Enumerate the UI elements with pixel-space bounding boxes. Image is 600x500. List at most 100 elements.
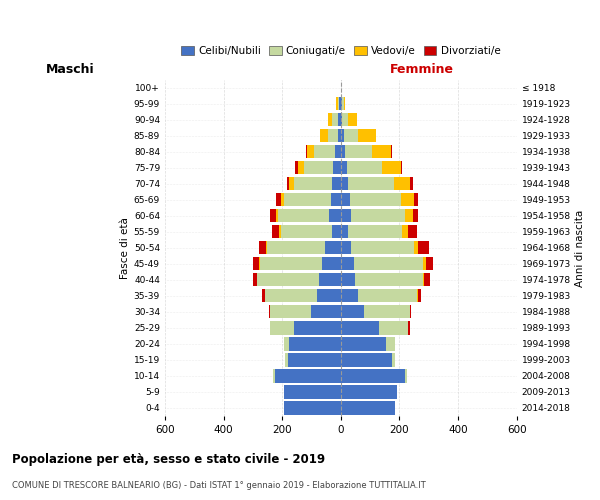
Bar: [341, 274, 355, 286]
Bar: [341, 386, 397, 398]
Bar: [355, 274, 423, 286]
Bar: [279, 226, 281, 238]
Bar: [271, 322, 294, 334]
Bar: [354, 258, 423, 270]
Bar: [289, 338, 341, 350]
Bar: [358, 130, 376, 142]
Bar: [371, 146, 391, 158]
Bar: [288, 354, 341, 366]
Bar: [382, 162, 401, 174]
Bar: [259, 242, 266, 254]
Bar: [320, 130, 328, 142]
Bar: [298, 162, 304, 174]
Bar: [341, 354, 392, 366]
Bar: [405, 370, 407, 382]
Bar: [341, 370, 405, 382]
Bar: [392, 354, 395, 366]
Bar: [338, 114, 341, 126]
Bar: [266, 242, 268, 254]
Bar: [272, 226, 279, 238]
Bar: [260, 258, 322, 270]
Bar: [332, 114, 338, 126]
Bar: [268, 242, 325, 254]
Bar: [341, 402, 395, 414]
Bar: [269, 306, 271, 318]
Bar: [319, 274, 341, 286]
Bar: [410, 306, 411, 318]
Bar: [364, 306, 410, 318]
Bar: [329, 210, 341, 222]
Bar: [334, 162, 341, 174]
Bar: [284, 386, 341, 398]
Bar: [335, 146, 341, 158]
Bar: [322, 258, 341, 270]
Bar: [403, 226, 408, 238]
Bar: [259, 258, 260, 270]
Bar: [341, 194, 350, 206]
Bar: [414, 242, 418, 254]
Bar: [414, 194, 418, 206]
Bar: [281, 194, 284, 206]
Bar: [294, 322, 341, 334]
Bar: [379, 322, 408, 334]
Bar: [305, 146, 307, 158]
Bar: [408, 322, 410, 334]
Bar: [350, 194, 401, 206]
Bar: [253, 274, 257, 286]
Bar: [341, 226, 348, 238]
Bar: [341, 338, 386, 350]
Bar: [386, 338, 395, 350]
Bar: [410, 178, 413, 190]
Bar: [341, 322, 379, 334]
Bar: [351, 210, 405, 222]
Bar: [348, 114, 357, 126]
Bar: [271, 210, 276, 222]
Bar: [341, 178, 348, 190]
Bar: [274, 370, 275, 382]
Bar: [345, 146, 371, 158]
Text: Femmine: Femmine: [390, 64, 454, 76]
Bar: [394, 178, 410, 190]
Bar: [281, 226, 332, 238]
Bar: [338, 98, 340, 110]
Bar: [348, 178, 394, 190]
Bar: [317, 290, 341, 302]
Bar: [271, 306, 311, 318]
Text: COMUNE DI TRESCORE BALNEARIO (BG) - Dati ISTAT 1° gennaio 2019 - Elaborazione TU: COMUNE DI TRESCORE BALNEARIO (BG) - Dati…: [12, 480, 426, 490]
Bar: [401, 194, 414, 206]
Bar: [294, 178, 332, 190]
Bar: [284, 338, 289, 350]
Bar: [262, 290, 265, 302]
Bar: [307, 146, 314, 158]
Bar: [304, 162, 334, 174]
Bar: [325, 242, 341, 254]
Bar: [285, 354, 288, 366]
Bar: [418, 290, 421, 302]
Bar: [276, 194, 281, 206]
Bar: [413, 210, 418, 222]
Bar: [344, 130, 358, 142]
Bar: [342, 114, 348, 126]
Bar: [348, 226, 403, 238]
Bar: [341, 114, 342, 126]
Bar: [423, 274, 424, 286]
Bar: [358, 290, 417, 302]
Bar: [331, 194, 341, 206]
Bar: [341, 162, 347, 174]
Bar: [311, 306, 341, 318]
Bar: [257, 274, 319, 286]
Legend: Celibi/Nubili, Coniugati/e, Vedovi/e, Divorziati/e: Celibi/Nubili, Coniugati/e, Vedovi/e, Di…: [177, 42, 505, 60]
Bar: [265, 290, 317, 302]
Y-axis label: Fasce di età: Fasce di età: [119, 217, 130, 279]
Bar: [332, 226, 341, 238]
Bar: [341, 130, 344, 142]
Bar: [408, 226, 417, 238]
Bar: [391, 146, 392, 158]
Bar: [295, 162, 298, 174]
Bar: [276, 210, 278, 222]
Bar: [341, 98, 342, 110]
Bar: [314, 146, 335, 158]
Bar: [347, 162, 382, 174]
Bar: [284, 402, 341, 414]
Bar: [278, 210, 329, 222]
